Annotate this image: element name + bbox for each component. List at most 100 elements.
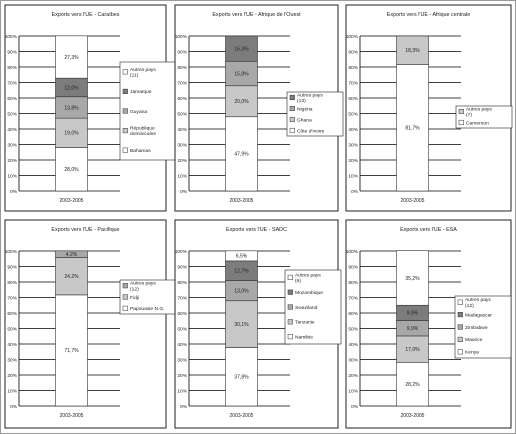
y-tick-label: 50% [7, 326, 17, 332]
legend-swatch [287, 334, 293, 340]
legend-label: Jamaïque [130, 89, 152, 95]
y-tick-label: 50% [7, 111, 17, 117]
chart-panel-6: Exports vers l'UE - ESA 0% 10% 20% 30% 40% 50%… [345, 219, 512, 429]
data-label: 18,3% [405, 48, 420, 54]
y-tick-label: 100% [5, 249, 18, 255]
y-tick-label: 30% [177, 142, 187, 148]
chart-title: Exports vers l'UE - Afrique centrale [387, 12, 470, 18]
y-tick-label: 30% [177, 357, 187, 363]
y-tick-label: 30% [348, 357, 358, 363]
legend-label: Swaziland [295, 305, 318, 311]
chart-title: Exports vers l'UE - Caraïbes [52, 12, 120, 18]
chart-panel-4: Exports vers l'UE - Pacifique 0% 10% 20% 30%… [4, 219, 177, 429]
x-tick-label: 2003-2005 [60, 413, 84, 419]
legend-swatch [122, 128, 128, 134]
y-tick-label: 0% [180, 404, 188, 410]
legend-swatch [458, 119, 464, 126]
data-label: 71,7% [64, 348, 79, 354]
data-label: 9,9% [407, 311, 419, 317]
legend: Autres pays(11) Jamaïque Guyana Républiqued… [119, 61, 177, 161]
legend-label: (13) [297, 98, 306, 104]
y-tick-label: 0% [180, 189, 188, 195]
legend-frame [286, 91, 344, 137]
data-label: 17,0% [405, 347, 420, 353]
data-label: 20,0% [234, 99, 249, 105]
bar-segment [396, 250, 429, 306]
legend-label: Nigéria [297, 106, 313, 112]
y-tick-label: 20% [177, 158, 187, 164]
y-tick-label: 90% [7, 49, 17, 55]
y-tick-label: 10% [7, 173, 17, 179]
legend-label: Tanzanie [295, 320, 315, 326]
legend: Autres pays(12) Madagascar Zimbabwe Maurice… [454, 295, 512, 359]
chart-title: Exports vers l'UE - ESA [400, 227, 457, 233]
chart-title: Exports vers l'UE - Afrique de l'Ouest [212, 12, 301, 18]
data-label: 30,1% [234, 322, 249, 328]
legend-swatch [122, 283, 128, 289]
bar-segment [55, 294, 88, 407]
y-tick-label: 50% [177, 111, 187, 117]
x-tick-label: 2003-2005 [60, 198, 84, 204]
y-tick-label: 10% [7, 388, 17, 394]
chart-title: Exports vers l'UE - Pacifique [51, 227, 119, 233]
legend-label: Autres pays [297, 93, 323, 99]
legend-label: Autres pays [295, 272, 321, 278]
y-tick-label: 20% [348, 373, 358, 379]
y-tick-label: 0% [10, 404, 18, 410]
bar-segment [225, 35, 258, 62]
legend-label: (11) [130, 72, 139, 78]
legend-label: Autres pays [130, 67, 156, 73]
legend-label: Ghana [297, 117, 312, 123]
data-label: 81,7% [405, 125, 420, 131]
x-tick-label: 2003-2005 [230, 413, 254, 419]
legend-frame [119, 279, 177, 315]
chart-panel-1: Exports vers l'UE - Caraïbes 0% 10% 20% 30% 4… [4, 4, 177, 212]
y-tick-label: 10% [348, 388, 358, 394]
legend-label: Fidji [130, 295, 139, 301]
x-tick-label: 2003-2005 [401, 198, 425, 204]
legend-label: Cameroun [466, 120, 489, 126]
legend: Autres pays(13) Nigéria Ghana Côte d'Ivoire [286, 91, 344, 137]
legend-label: Kenya [465, 350, 479, 356]
y-tick-label: 30% [7, 142, 17, 148]
legend-swatch [122, 69, 128, 75]
y-tick-label: 30% [348, 142, 358, 148]
legend-swatch [122, 147, 128, 153]
data-label: 12,0% [64, 85, 79, 91]
y-tick-label: 90% [7, 264, 17, 270]
y-tick-label: 50% [348, 111, 358, 117]
legend-frame [284, 269, 342, 345]
legend: Autres pays(12) Fidji Papouasie N.G. [119, 279, 177, 315]
y-tick-label: 100% [346, 34, 359, 40]
bar-segment [55, 257, 88, 296]
y-tick-label: 70% [7, 295, 17, 301]
legend-swatch [457, 336, 463, 342]
legend-swatch [289, 105, 295, 112]
data-label: 4,2% [66, 252, 78, 258]
y-tick-label: 20% [7, 158, 17, 164]
y-tick-label: 90% [177, 264, 187, 270]
bar-segment [225, 85, 258, 118]
y-tick-label: 90% [348, 49, 358, 55]
data-label: 13,8% [64, 105, 79, 111]
legend-label: République [130, 126, 155, 132]
y-tick-label: 60% [348, 96, 358, 102]
x-tick-label: 2003-2005 [230, 198, 254, 204]
legend-label: Mozambique [295, 290, 323, 296]
legend-label: Papouasie N.G. [130, 306, 165, 312]
legend-label: Guyana [130, 109, 147, 115]
chart-panel-2: Exports vers l'UE - Afrique de l'Ouest 0%… [174, 4, 344, 212]
y-tick-label: 100% [175, 249, 188, 255]
legend-label: (7) [466, 112, 472, 118]
legend-label: dominicaine [130, 131, 156, 137]
legend: Autres pays(6) Mozambique Swaziland Tanzani… [284, 269, 342, 345]
bar-segment [225, 300, 258, 348]
bar-segment [225, 347, 258, 407]
y-tick-label: 100% [346, 249, 359, 255]
bar-segment [55, 147, 88, 192]
y-tick-label: 40% [348, 342, 358, 348]
data-label: 13,0% [234, 288, 249, 294]
y-tick-label: 20% [348, 158, 358, 164]
y-tick-label: 80% [7, 65, 17, 71]
